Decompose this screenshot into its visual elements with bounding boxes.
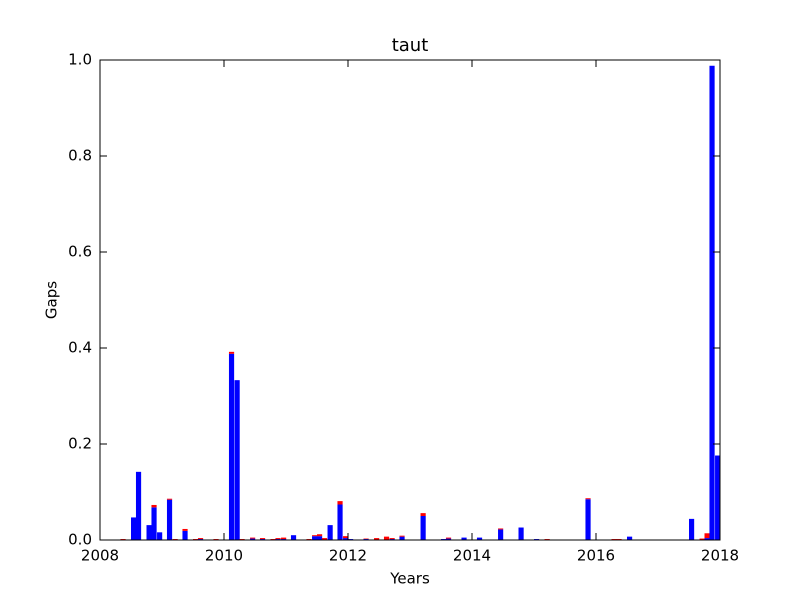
bar-segment (399, 536, 405, 540)
bar-segment (197, 538, 204, 540)
bar-segment (699, 538, 705, 540)
bar-segment (317, 536, 323, 540)
bar-segment (420, 516, 426, 540)
bar-segment (337, 504, 343, 540)
bar-segment (321, 538, 328, 540)
bar-segment (689, 518, 695, 540)
bar-segment (337, 501, 343, 505)
bar-segment (627, 536, 633, 540)
bar-segment (498, 528, 504, 530)
x-tick-label: 2010 (205, 547, 243, 565)
bar-segment (709, 65, 715, 540)
x-tick-label: 2008 (81, 547, 119, 565)
bar-segment (445, 537, 452, 539)
bar-segment (166, 499, 173, 540)
bar-segment (228, 353, 235, 540)
bar-segment (389, 538, 395, 540)
bar-segment (317, 534, 323, 537)
bar-segment (250, 537, 256, 539)
x-tick-label: 2012 (329, 547, 367, 565)
bar-segment (250, 538, 256, 540)
bar-segment (234, 380, 240, 540)
bar-segment (146, 525, 152, 540)
y-tick-label: 0.4 (68, 339, 92, 357)
chart-title: taut (392, 35, 429, 56)
x-tick-label: 2018 (701, 547, 739, 565)
bar-segment (290, 535, 297, 540)
bar-segment (312, 535, 318, 537)
bar-segment (420, 513, 426, 516)
bar-segment (445, 538, 452, 540)
bar-segment (228, 351, 235, 354)
bar-segment (166, 498, 173, 500)
y-tick-label: 1.0 (68, 51, 92, 69)
bar-segment (182, 530, 188, 540)
bar-segment (704, 533, 710, 539)
bar-segment (259, 538, 266, 540)
bar-segment (343, 536, 349, 539)
bar-segment (281, 537, 287, 540)
bar-segment (151, 504, 157, 508)
bar-segment (327, 525, 333, 540)
y-tick-label: 0.0 (68, 531, 92, 549)
bar-segment (476, 537, 483, 540)
bar-segment (399, 535, 405, 537)
y-tick-label: 0.2 (68, 435, 92, 453)
bar-segment (312, 536, 318, 540)
bar-segment (135, 471, 142, 540)
bar-segment (383, 536, 390, 540)
y-axis-label: Gaps (43, 281, 61, 319)
bar-segment (585, 499, 591, 540)
y-tick-label: 0.8 (68, 147, 92, 165)
bar-segment (182, 528, 188, 531)
bar-segment (715, 455, 721, 540)
bar-segment (151, 507, 157, 540)
bar-segment (343, 538, 349, 540)
bar-segment (461, 537, 467, 540)
bar-segment (374, 538, 380, 540)
bar-segment (131, 517, 137, 540)
bar-segment (498, 529, 504, 540)
bar-segment (275, 538, 281, 540)
x-axis-label: Years (389, 570, 430, 588)
plot-frame (99, 59, 721, 541)
bar-segment (157, 532, 163, 540)
x-tick-label: 2016 (577, 547, 615, 565)
bar-segment (585, 498, 591, 500)
bar-segment (704, 538, 710, 540)
bar-segment (518, 527, 524, 540)
x-tick-label: 2014 (453, 547, 491, 565)
y-tick-label: 0.6 (68, 243, 92, 261)
